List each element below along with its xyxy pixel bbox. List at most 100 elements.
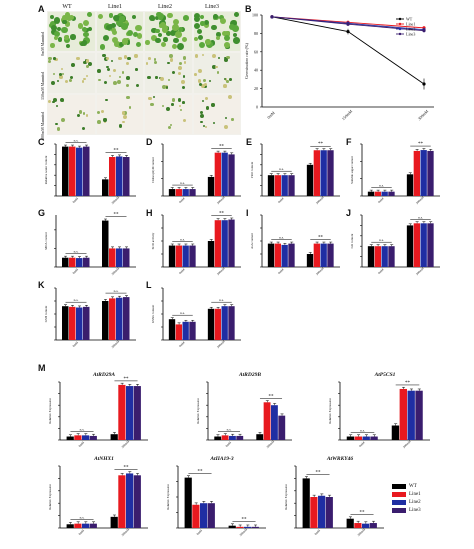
bar [415,390,423,440]
seedling-dot [64,21,71,28]
seedling-dot [108,12,114,18]
bar [427,150,434,196]
bar [189,321,196,340]
bar [370,436,378,440]
bar [354,523,362,528]
bar [313,150,320,196]
seedling-dot [126,76,130,80]
seedling-dot [121,38,129,46]
bar [89,435,97,440]
seedling-dot [53,98,57,103]
x-tick-label: 0mM [72,196,80,204]
legend-swatch [392,499,406,505]
seedling-dot [71,63,75,67]
panel-label-f: F [346,137,352,147]
bar [69,257,76,267]
seedling-dot [64,12,71,18]
seedling-dot [205,38,212,45]
x-tick-label: 0mM [377,267,385,275]
col-head-line2: Line2 [158,4,172,10]
bar [109,157,116,196]
seedling-dot [50,43,55,48]
x-tick-label: 0mM [266,110,276,120]
bar [310,497,318,528]
legend-label: WT [406,16,413,21]
seedling-dot [177,43,185,50]
sig-label: n.s. [180,181,185,185]
y-axis-label: Germination rate (%) [244,42,249,78]
seedling-dot [85,74,89,78]
seedling-dot [155,28,160,33]
seedling-dot [134,54,138,58]
bar [182,189,189,196]
sig-label: n.s. [379,238,384,242]
bar [228,525,236,528]
bar [182,321,189,340]
seedling-dot [107,23,114,30]
seedling-dot [60,67,63,70]
seedling-dot [54,30,61,37]
bar [82,435,90,440]
seedling-dot [51,25,58,32]
panel-label-j: J [346,208,352,218]
bar [313,243,320,267]
seedling-dot [228,94,233,99]
seedling-dot [166,30,171,36]
seedling-dot [171,103,174,106]
bar [109,248,116,267]
seedling-dot [223,34,231,42]
bar [62,146,69,196]
seedling-dot [76,114,80,118]
seedling-dot [205,41,213,49]
legend-label: Line2 [409,499,421,505]
bar [374,246,381,267]
seedling-dot [223,125,228,130]
seedling-dot [162,85,167,90]
data-point [346,29,350,34]
seedling-dot [147,56,151,60]
bar [133,386,141,440]
legend-item-line2: Line2 [392,498,452,506]
panel-label-e: E [246,137,253,147]
seedling-dot [65,43,71,49]
seedling-dot [169,57,174,62]
y-axis-label: Relative Expression [284,484,288,510]
seedling-dot [217,71,220,74]
bar [126,473,134,528]
sig-label: n.s. [180,311,185,315]
y-tick-label: 60 [254,49,258,54]
seedling-dot [105,56,109,60]
bar [102,301,109,340]
bar [200,503,208,528]
y-tick-label: 100 [252,13,258,18]
seedling-plate [145,53,192,93]
seedling-dot [85,59,89,63]
panel-label-h: H [146,208,153,218]
bar [367,246,375,267]
seedling-dot [100,110,104,114]
seedling-dot [169,123,172,126]
bar [306,254,314,267]
bar [83,146,90,196]
seedling-dot [161,104,165,108]
bar [83,306,90,340]
seedling-dot [129,106,132,109]
seedling-dot [102,34,109,41]
seedling-dot [64,37,71,44]
seedling-plate [96,53,143,93]
seedling-dot [197,29,203,35]
bar [327,150,334,196]
x-tick-label: 300mM [216,195,226,205]
seedling-plate [96,94,143,134]
sig-label: ** [219,145,225,150]
bar [207,176,215,196]
bar [228,154,235,196]
seedling-dot [87,26,93,32]
seedling-dot [97,69,102,73]
seedling-dot [166,61,170,65]
seedling-dot [135,68,138,71]
seedling-dot [103,118,107,122]
bar [116,297,123,340]
y-axis-label: Chlorophyll content [151,157,155,183]
seedling-dot [83,60,87,64]
